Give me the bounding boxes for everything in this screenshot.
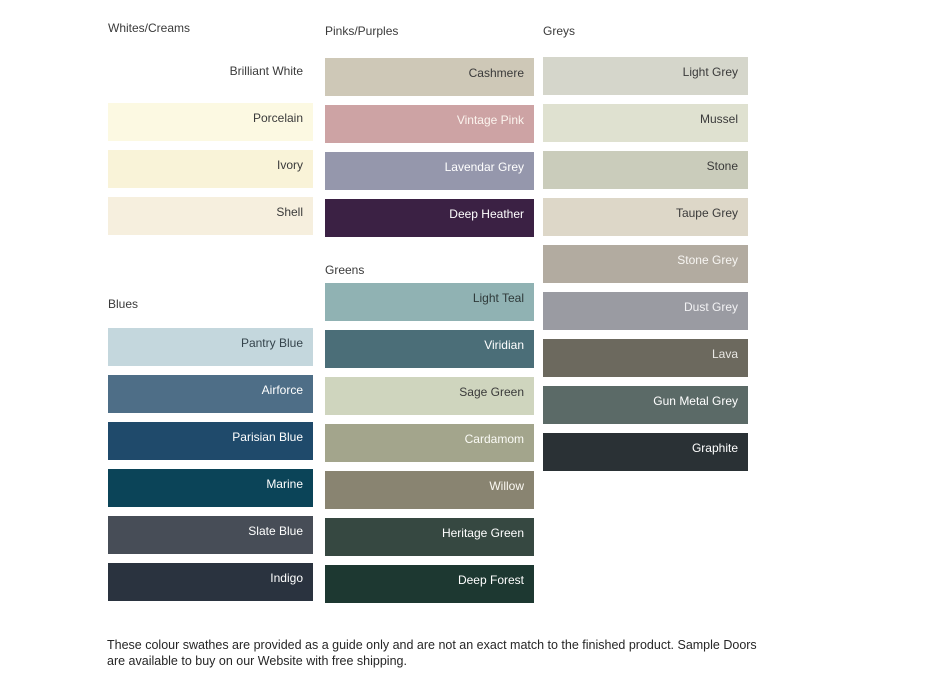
swatch-vintage-pink: Vintage Pink bbox=[325, 105, 534, 143]
swatch-label: Mussel bbox=[699, 112, 738, 126]
swatch-shell: Shell bbox=[108, 197, 313, 235]
swatch-graphite: Graphite bbox=[543, 433, 748, 471]
swatch-pantry-blue: Pantry Blue bbox=[108, 328, 313, 366]
swatch-heritage-green: Heritage Green bbox=[325, 518, 534, 556]
swatch-list: Brilliant White Porcelain Ivory Shell bbox=[108, 56, 313, 235]
swatch-label: Cashmere bbox=[468, 66, 524, 80]
swatch-label: Gun Metal Grey bbox=[653, 394, 738, 408]
swatch-brilliant-white: Brilliant White bbox=[108, 56, 313, 94]
swatch-label: Stone Grey bbox=[677, 253, 738, 267]
swatch-label: Taupe Grey bbox=[675, 206, 738, 220]
swatch-stone-grey: Stone Grey bbox=[543, 245, 748, 283]
swatch-label: Lava bbox=[711, 347, 738, 361]
swatch-list: Light Teal Viridian Sage Green Cardamom … bbox=[325, 283, 534, 603]
swatch-mussel: Mussel bbox=[543, 104, 748, 142]
swatch-label: Cardamom bbox=[464, 432, 524, 446]
column-whites-blues: Whites/Creams Brilliant White Porcelain … bbox=[108, 20, 313, 601]
swatch-label: Pantry Blue bbox=[240, 336, 303, 350]
swatch-label: Indigo bbox=[270, 571, 303, 585]
disclaimer-text: These colour swathes are provided as a g… bbox=[107, 638, 757, 668]
group-heading-blues: Blues bbox=[108, 297, 139, 311]
group-whites-creams: Whites/Creams Brilliant White Porcelain … bbox=[108, 20, 313, 235]
swatch-cashmere: Cashmere bbox=[325, 58, 534, 96]
swatch-light-teal: Light Teal bbox=[325, 283, 534, 321]
swatch-airforce: Airforce bbox=[108, 375, 313, 413]
swatch-porcelain: Porcelain bbox=[108, 103, 313, 141]
swatch-label: Lavendar Grey bbox=[444, 160, 524, 174]
swatch-label: Slate Blue bbox=[248, 524, 303, 538]
group-heading-pinks-purples: Pinks/Purples bbox=[325, 24, 399, 38]
swatch-label: Light Teal bbox=[472, 291, 524, 305]
swatch-label: Marine bbox=[266, 477, 303, 491]
swatch-label: Vintage Pink bbox=[456, 113, 524, 127]
swatch-label: Light Grey bbox=[682, 65, 738, 79]
swatch-label: Airforce bbox=[261, 383, 303, 397]
swatch-dust-grey: Dust Grey bbox=[543, 292, 748, 330]
swatch-ivory: Ivory bbox=[108, 150, 313, 188]
swatch-label: Porcelain bbox=[252, 111, 303, 125]
swatch-sage-green: Sage Green bbox=[325, 377, 534, 415]
column-pinks-greens: Pinks/Purples Cashmere Vintage Pink Lave… bbox=[325, 23, 534, 603]
swatch-gun-metal-grey: Gun Metal Grey bbox=[543, 386, 748, 424]
swatch-light-grey: Light Grey bbox=[543, 57, 748, 95]
group-greens: Greens Light Teal Viridian Sage Green Ca… bbox=[325, 262, 534, 603]
swatch-stone: Stone bbox=[543, 151, 748, 189]
swatch-label: Graphite bbox=[691, 441, 738, 455]
swatch-label: Brilliant White bbox=[229, 64, 303, 78]
swatch-list: Cashmere Vintage Pink Lavendar Grey Deep… bbox=[325, 58, 534, 237]
swatch-list: Light Grey Mussel Stone Taupe Grey Stone… bbox=[543, 57, 748, 471]
swatch-label: Heritage Green bbox=[441, 526, 524, 540]
swatch-willow: Willow bbox=[325, 471, 534, 509]
swatch-label: Parisian Blue bbox=[232, 430, 303, 444]
swatch-label: Willow bbox=[489, 479, 524, 493]
swatch-indigo: Indigo bbox=[108, 563, 313, 601]
swatch-parisian-blue: Parisian Blue bbox=[108, 422, 313, 460]
swatch-lavendar-grey: Lavendar Grey bbox=[325, 152, 534, 190]
swatch-label: Deep Forest bbox=[457, 573, 524, 587]
swatch-deep-heather: Deep Heather bbox=[325, 199, 534, 237]
group-blues: Blues Pantry Blue Airforce Parisian Blue… bbox=[108, 296, 313, 601]
swatch-label: Shell bbox=[276, 205, 303, 219]
swatch-label: Stone bbox=[706, 159, 738, 173]
swatch-lava: Lava bbox=[543, 339, 748, 377]
swatch-label: Viridian bbox=[484, 338, 524, 352]
column-greys: Greys Light Grey Mussel Stone Taupe Grey… bbox=[543, 23, 748, 471]
swatch-viridian: Viridian bbox=[325, 330, 534, 368]
swatch-taupe-grey: Taupe Grey bbox=[543, 198, 748, 236]
swatch-cardamom: Cardamom bbox=[325, 424, 534, 462]
group-heading-greys: Greys bbox=[543, 24, 576, 38]
swatch-label: Dust Grey bbox=[683, 300, 738, 314]
swatch-label: Sage Green bbox=[459, 385, 524, 399]
group-heading-whites-creams: Whites/Creams bbox=[108, 21, 191, 35]
swatch-label: Ivory bbox=[276, 158, 303, 172]
group-pinks-purples: Pinks/Purples Cashmere Vintage Pink Lave… bbox=[325, 23, 534, 237]
swatch-marine: Marine bbox=[108, 469, 313, 507]
swatch-slate-blue: Slate Blue bbox=[108, 516, 313, 554]
group-heading-greens: Greens bbox=[325, 263, 365, 277]
swatch-list: Pantry Blue Airforce Parisian Blue Marin… bbox=[108, 328, 313, 601]
swatch-deep-forest: Deep Forest bbox=[325, 565, 534, 603]
swatch-label: Deep Heather bbox=[449, 207, 524, 221]
group-greys: Greys Light Grey Mussel Stone Taupe Grey… bbox=[543, 23, 748, 471]
